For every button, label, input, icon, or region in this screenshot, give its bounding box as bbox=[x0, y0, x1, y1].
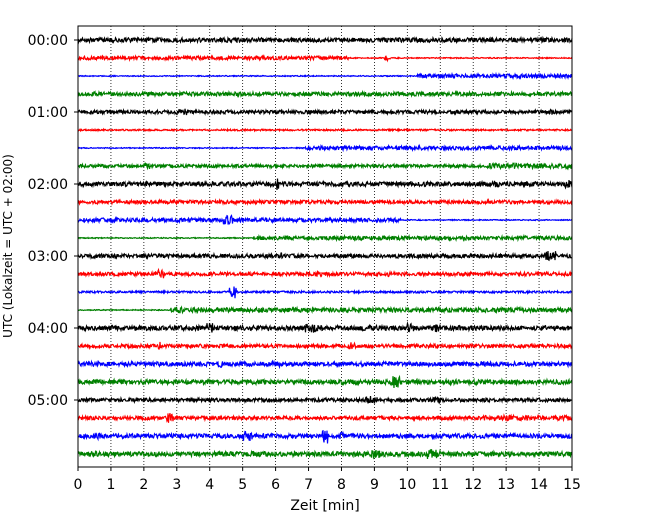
seismogram-trace bbox=[77, 178, 573, 191]
y-axis: 00:00 01:00 02:00 03:00 04:00 05:00 bbox=[28, 33, 78, 409]
seismogram-trace bbox=[77, 413, 573, 423]
seismogram-trace bbox=[77, 214, 573, 226]
seismogram-trace bbox=[77, 233, 573, 243]
x-tick-label: 5 bbox=[238, 477, 247, 493]
x-tick-label: 14 bbox=[530, 477, 548, 493]
seismogram-trace bbox=[77, 71, 573, 81]
seismogram-trace bbox=[77, 35, 573, 45]
seismogram-trace bbox=[77, 54, 573, 63]
y-tick-label: 03:00 bbox=[28, 249, 68, 265]
y-axis-label: UTC (Lokalzeit = UTC + 02:00) bbox=[1, 154, 15, 338]
x-axis: 0 1 2 3 4 5 6 7 8 9 10 11 12 13 14 15 bbox=[74, 467, 581, 493]
x-tick-label: 15 bbox=[563, 477, 581, 493]
seismogram-trace bbox=[77, 251, 573, 262]
seismogram-trace bbox=[77, 321, 573, 333]
plot-frame bbox=[77, 25, 573, 468]
x-tick-label: 13 bbox=[497, 477, 515, 493]
x-tick-label: 4 bbox=[205, 477, 214, 493]
x-tick-label: 11 bbox=[431, 477, 449, 493]
x-tick-label: 1 bbox=[106, 477, 115, 493]
seismogram-trace bbox=[77, 197, 573, 207]
x-tick-label: 6 bbox=[271, 477, 280, 493]
y-tick-label: 02:00 bbox=[28, 177, 68, 193]
y-tick-label: 00:00 bbox=[28, 33, 68, 49]
seismogram-trace bbox=[77, 448, 573, 460]
seismogram-trace bbox=[77, 127, 573, 133]
seismogram-trace bbox=[77, 89, 573, 99]
seismogram-trace bbox=[77, 359, 573, 370]
traces bbox=[77, 35, 573, 460]
x-tick-label: 7 bbox=[304, 477, 313, 493]
x-tick-label: 8 bbox=[337, 477, 346, 493]
x-tick-label: 2 bbox=[139, 477, 148, 493]
seismogram-trace bbox=[77, 286, 573, 299]
seismogram-trace bbox=[77, 108, 573, 117]
seismogram-trace bbox=[77, 267, 573, 279]
x-tick-label: 9 bbox=[370, 477, 379, 493]
seismogram-trace bbox=[77, 374, 573, 389]
y-tick-label: 01:00 bbox=[28, 105, 68, 121]
x-tick-label: 0 bbox=[74, 477, 83, 493]
seismogram-trace bbox=[77, 341, 573, 351]
seismogram-trace bbox=[77, 143, 573, 153]
seismogram-trace bbox=[77, 395, 573, 405]
x-axis-label: Zeit [min] bbox=[290, 498, 359, 514]
x-tick-label: 10 bbox=[398, 477, 416, 493]
seismogram-trace bbox=[77, 305, 573, 315]
y-tick-label: 05:00 bbox=[28, 393, 68, 409]
x-tick-label: 3 bbox=[172, 477, 181, 493]
x-tick-label: 12 bbox=[464, 477, 482, 493]
seismogram-trace bbox=[77, 161, 573, 171]
seismogram-trace bbox=[77, 429, 573, 444]
y-tick-label: 04:00 bbox=[28, 321, 68, 337]
